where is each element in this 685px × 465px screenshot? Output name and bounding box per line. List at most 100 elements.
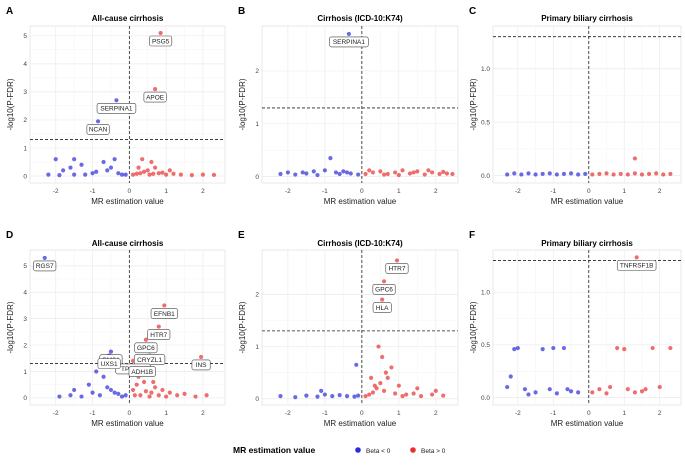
panel-d-point: [132, 393, 137, 398]
panel-d-point: [86, 382, 91, 387]
panel-f-point: [508, 374, 513, 379]
panel-a-point: [134, 171, 139, 176]
panel-e-point: [315, 394, 320, 399]
panel-f-point: [634, 255, 639, 260]
panel-b-y-tick: 1: [255, 121, 259, 128]
panel-d-point: [204, 393, 209, 398]
panel-e-point: [352, 394, 357, 399]
panel-d-point: [164, 394, 169, 399]
panel-d-point: [42, 255, 47, 261]
panel-e-plot-area: [261, 249, 459, 406]
panel-b-point: [411, 170, 416, 175]
panel-e-point: [337, 392, 342, 398]
panel-c-point: [540, 171, 545, 177]
panel-a-y-tick: 1: [23, 145, 27, 152]
panel-e-point: [378, 380, 383, 386]
panel-c-point: [576, 172, 581, 177]
panel-e-point: [344, 394, 350, 399]
panel-f: -2 -1 0 1 2 0.0 0.5 1.0 TNFRSF1B F Primary biliary…: [469, 230, 682, 428]
panel-e-x-tick: -2: [285, 410, 291, 417]
panel-b-label-box: [329, 36, 369, 48]
panel-d-x-tick: -1: [90, 410, 96, 417]
panel-a-point: [151, 171, 156, 176]
panel-e-point: [400, 394, 405, 399]
panel-b-point: [315, 172, 320, 178]
panel-d-point: [108, 349, 114, 354]
panel-b-x-tick: 2: [434, 188, 438, 195]
panel-a-point: [152, 165, 158, 170]
panel-f-y-tick: 0.5: [481, 342, 490, 349]
panel-e-y-tick: 1: [255, 344, 259, 351]
panel-d-point: [134, 382, 139, 387]
panel-e-x-tick: 1: [397, 410, 401, 417]
panel-f-x-tick: -1: [550, 410, 556, 417]
panel-d-label-box: [150, 308, 178, 319]
panel-c-title: Primary biliary cirrhosis: [541, 14, 633, 23]
panel-a-point: [164, 172, 169, 177]
panel-f-point: [565, 387, 570, 392]
panel-a-x-tick: -1: [90, 188, 96, 195]
panel-c-x-tick: 1: [622, 188, 626, 195]
panel-a-point: [112, 157, 117, 162]
panel-f-x-tick: 1: [622, 410, 626, 417]
panel-a-point: [167, 168, 172, 173]
panel-c-y-tick: 0.0: [481, 173, 490, 180]
panel-e-point: [383, 370, 388, 375]
panel-b-point: [346, 31, 352, 37]
panel-e-point: [354, 362, 359, 367]
panel-f-x-tick: -2: [515, 410, 521, 417]
panel-a-y-tick: 5: [23, 33, 27, 40]
panel-f-xlabel: MR estimation value: [551, 419, 624, 428]
panel-d-y-tick: 1: [23, 369, 27, 376]
panel-d-y-tick: 3: [23, 316, 27, 323]
panel-c-plot-area: [492, 25, 682, 184]
panel-b-y-tick: 0: [255, 174, 259, 181]
panel-e-point: [441, 393, 446, 398]
panel-a-x-tick: 0: [128, 188, 132, 195]
panel-d: -2-1012012345RGS7EFNB1HTR7GPC6CRYZL1GM2A…: [6, 230, 226, 428]
panel-b-point: [344, 170, 350, 175]
panel-e-xlabel: MR estimation value: [324, 419, 397, 428]
panel-e-y-tick: 2: [255, 292, 259, 299]
panel-b-letter: B: [238, 6, 245, 17]
panel-c-x-tick: 0: [587, 188, 591, 195]
legend-title: MR estimation value: [233, 445, 315, 455]
panel-d-point: [147, 394, 152, 399]
panel-d-point: [160, 387, 165, 393]
panel-a-point: [53, 157, 58, 162]
panel-d-point-label: HTR7: [150, 332, 167, 339]
panel-d-title: All-cause cirrhosis: [92, 239, 164, 248]
panel-e-point: [376, 344, 381, 349]
panel-e-point: [278, 394, 283, 399]
panel-b-point: [328, 156, 333, 161]
panel-f-point: [632, 390, 637, 395]
panel-d-point: [112, 390, 117, 395]
panel-a-letter: A: [6, 6, 13, 17]
panel-a-label-box: [86, 124, 110, 135]
panel-d-label-box: [134, 342, 158, 354]
panel-d-label-box: [191, 359, 211, 371]
panel-b-point: [341, 169, 346, 174]
panel-d-point-label: GPC6: [137, 345, 155, 352]
panel-e-y-tick: 0: [255, 396, 259, 403]
panel-a-x-tick: 1: [164, 188, 168, 195]
panel-b-plot-area: [261, 25, 459, 184]
panel-e: -2 -1 0 1 2 0 1 2 HTR7 GPC6 HLA E Cirrhosis (ICD-10:…: [238, 230, 459, 428]
panel-b-title: Cirrhosis (ICD-10:K74): [317, 14, 403, 23]
panel-a-point: [79, 162, 84, 167]
panel-d-point: [130, 387, 136, 393]
panel-b-point: [426, 168, 431, 173]
panel-f-point: [512, 347, 517, 352]
panel-c-point: [646, 171, 652, 177]
panel-d-point: [97, 393, 103, 398]
panel-a-point-label: APOE: [146, 94, 165, 101]
panel-e-point: [385, 375, 390, 380]
panel-e-point: [396, 383, 401, 388]
panel-e-x-tick: 0: [360, 410, 364, 417]
panel-d-point: [123, 393, 128, 398]
panel-d-point: [68, 393, 73, 398]
panel-c-point: [561, 171, 567, 177]
panel-a-xlabel: MR estimation value: [91, 197, 164, 206]
panel-b-point: [430, 170, 435, 175]
panel-a-point: [101, 159, 106, 165]
